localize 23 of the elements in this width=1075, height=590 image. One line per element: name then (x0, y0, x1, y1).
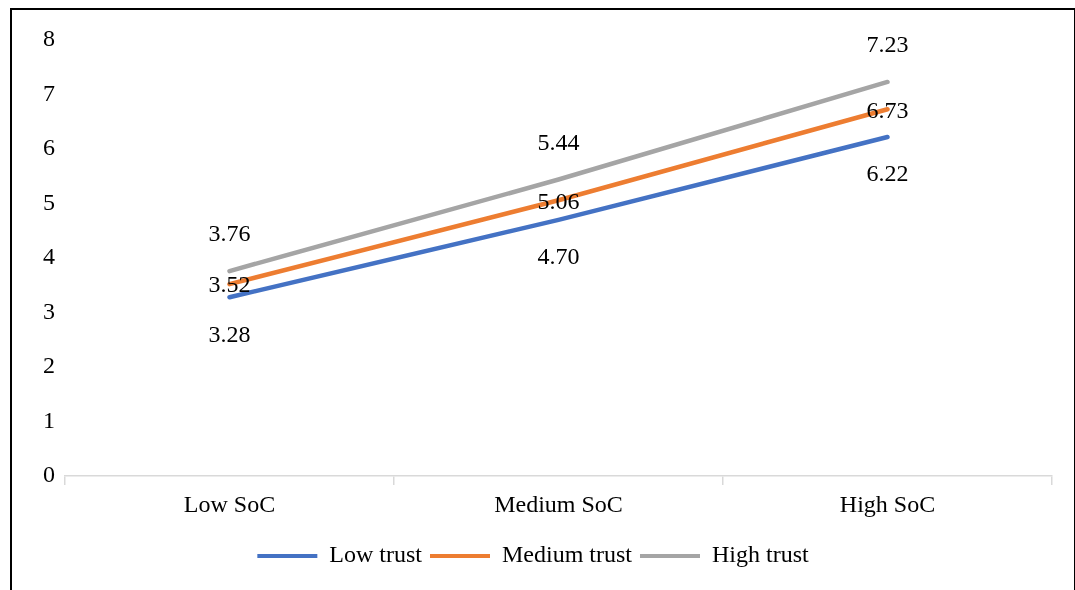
data-label: 6.73 (866, 96, 909, 123)
data-label: 3.52 (208, 271, 251, 298)
legend-label: Low trust (329, 541, 423, 568)
y-tick-label: 6 (43, 134, 55, 161)
data-label: 5.44 (537, 128, 580, 155)
x-tick-label: Low SoC (183, 490, 276, 517)
data-label: 4.70 (537, 243, 580, 270)
y-tick-label: 5 (43, 188, 55, 215)
data-label: 6.22 (866, 160, 909, 187)
data-label: 3.28 (208, 320, 251, 347)
x-tick-label: Medium SoC (494, 490, 623, 517)
legend-label: High trust (711, 541, 809, 568)
y-tick-label: 3 (43, 297, 55, 324)
y-tick-label: 2 (43, 352, 55, 379)
legend-label: Medium trust (502, 541, 633, 568)
y-tick-label: 7 (43, 79, 55, 106)
y-tick-label: 8 (43, 25, 55, 52)
y-tick-label: 1 (43, 406, 55, 433)
y-tick-label: 4 (43, 243, 55, 270)
data-label: 7.23 (866, 31, 909, 58)
x-tick-label: High SoC (839, 490, 936, 517)
data-label: 3.76 (208, 220, 251, 247)
y-tick-label: 0 (43, 461, 55, 488)
